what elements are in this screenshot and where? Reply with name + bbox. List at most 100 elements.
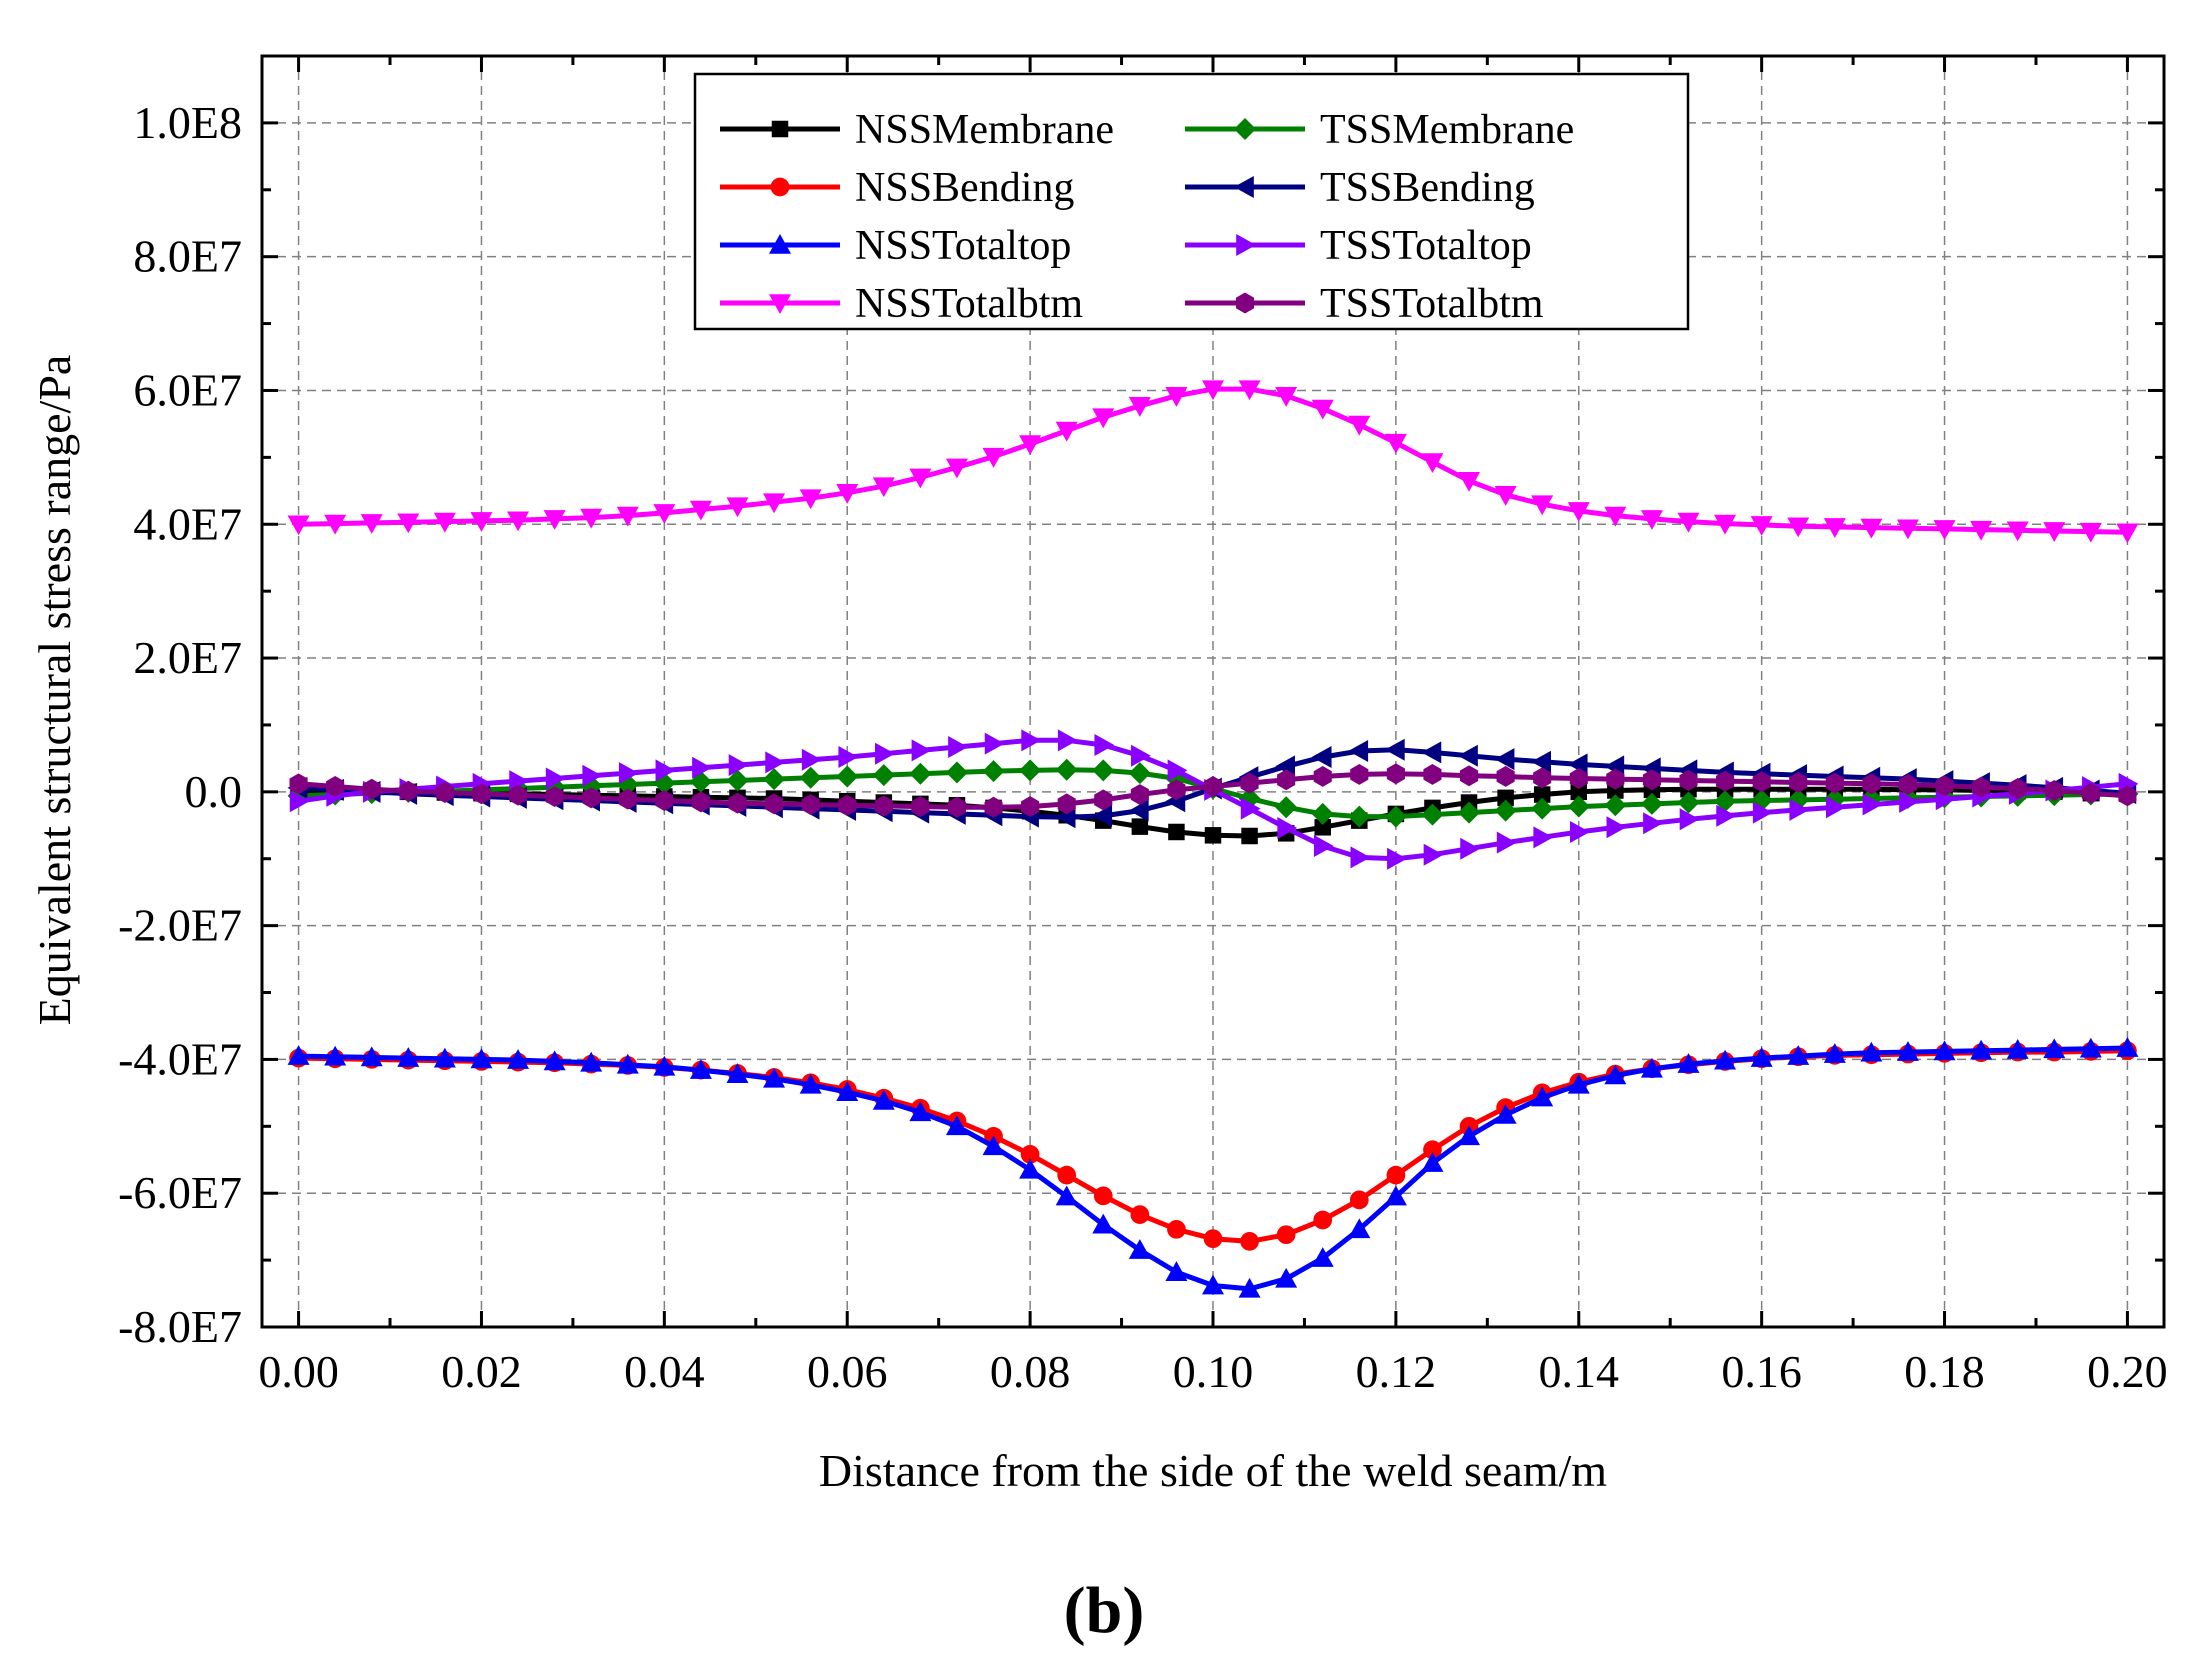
- data-point: [1570, 783, 1588, 801]
- data-point: [1423, 763, 1442, 785]
- data-point: [1165, 1261, 1188, 1281]
- data-point: [945, 761, 968, 784]
- data-point: [580, 508, 603, 529]
- legend-label: NSSTotalbtm: [855, 281, 1083, 327]
- data-point: [324, 514, 347, 535]
- data-point: [765, 751, 786, 774]
- data-point: [1458, 801, 1481, 824]
- legend-marker: [770, 177, 790, 197]
- data-point: [799, 489, 822, 510]
- data-point: [1384, 433, 1407, 454]
- data-point: [1311, 1247, 1334, 1267]
- data-point: [582, 764, 603, 787]
- y-tick-label: 2.0E7: [133, 632, 242, 683]
- data-point: [1899, 790, 1919, 813]
- data-point: [1130, 784, 1149, 805]
- data-point: [1604, 1064, 1627, 1085]
- data-point: [726, 1063, 749, 1083]
- data-point: [1789, 772, 1808, 793]
- data-point: [874, 795, 893, 817]
- data-point: [1569, 820, 1590, 843]
- data-point: [1421, 741, 1442, 764]
- data-point: [1311, 802, 1334, 825]
- data-point: [1531, 797, 1554, 820]
- data-point: [1130, 1205, 1150, 1224]
- data-point: [1898, 774, 1918, 795]
- data-point: [326, 776, 345, 797]
- data-point: [1167, 1219, 1186, 1239]
- data-point: [1384, 805, 1407, 828]
- legend-marker: [1236, 234, 1256, 256]
- data-point: [1020, 1145, 1040, 1164]
- data-point: [360, 514, 383, 534]
- data-point: [1714, 1049, 1737, 1070]
- data-point: [1021, 729, 1042, 752]
- data-point: [1384, 738, 1405, 761]
- y-tick-label: 0.0: [185, 766, 243, 817]
- data-point: [1862, 793, 1883, 816]
- data-point: [1021, 796, 1040, 818]
- legend-label: TSSMembrane: [1320, 107, 1574, 153]
- y-tick-label: 8.0E7: [133, 231, 242, 282]
- data-point: [1970, 520, 1993, 541]
- data-point: [1092, 759, 1115, 782]
- legend-marker: [1234, 118, 1256, 140]
- x-tick-label: 0.18: [1904, 1346, 1985, 1397]
- data-point: [1202, 1274, 1224, 1295]
- data-point: [1240, 772, 1259, 794]
- data-point: [1567, 795, 1590, 818]
- data-point: [1531, 495, 1554, 516]
- legend-entry-tssbending: TSSBending: [1185, 165, 1535, 211]
- data-point: [1313, 1210, 1333, 1230]
- data-point: [1386, 1165, 1406, 1185]
- data-point: [909, 1101, 932, 1122]
- data-point: [1238, 380, 1261, 401]
- x-tick-label: 0.10: [1173, 1346, 1254, 1397]
- data-point: [1860, 518, 1883, 539]
- data-point: [1716, 770, 1735, 792]
- data-point: [1825, 772, 1844, 794]
- data-point: [1533, 826, 1554, 849]
- data-point: [1933, 520, 1956, 540]
- data-point: [1131, 818, 1149, 835]
- x-tick-label: 0.06: [807, 1346, 888, 1397]
- data-point: [1494, 799, 1517, 822]
- data-point: [1203, 1229, 1223, 1249]
- data-point: [472, 783, 491, 805]
- data-point: [984, 732, 1005, 755]
- data-point: [728, 754, 749, 777]
- data-point: [763, 493, 786, 514]
- data-point: [1752, 771, 1771, 793]
- data-point: [1716, 804, 1737, 827]
- data-point: [509, 770, 530, 793]
- data-point: [1241, 827, 1258, 845]
- data-point: [836, 765, 859, 788]
- data-point: [1494, 486, 1517, 506]
- data-point: [655, 759, 676, 782]
- data-point: [1019, 1158, 1042, 1179]
- data-point: [982, 1135, 1005, 1156]
- data-point: [543, 1050, 566, 1071]
- data-point: [508, 784, 528, 806]
- data-point: [1460, 837, 1481, 860]
- data-point: [655, 790, 674, 811]
- data-point: [1094, 734, 1115, 757]
- data-point: [1677, 512, 1700, 533]
- data-point: [2079, 522, 2102, 543]
- x-tick-label: 0.20: [2087, 1346, 2168, 1397]
- data-point: [289, 790, 310, 813]
- x-tick-label: 0.16: [1721, 1346, 1802, 1397]
- data-point: [1275, 1267, 1298, 1288]
- legend-marker: [769, 294, 791, 314]
- data-point: [507, 1049, 530, 1069]
- data-point: [1276, 1225, 1296, 1245]
- data-point: [653, 504, 676, 524]
- data-point: [1313, 766, 1332, 787]
- legend: NSSMembrane NSSBending NSSTotaltop NSSTotal…: [693, 72, 1690, 331]
- data-point: [982, 760, 1005, 783]
- data-point: [728, 792, 747, 814]
- data-point: [1787, 1045, 1810, 1065]
- data-point: [692, 756, 712, 779]
- data-point: [1313, 835, 1334, 858]
- data-point: [1642, 769, 1661, 791]
